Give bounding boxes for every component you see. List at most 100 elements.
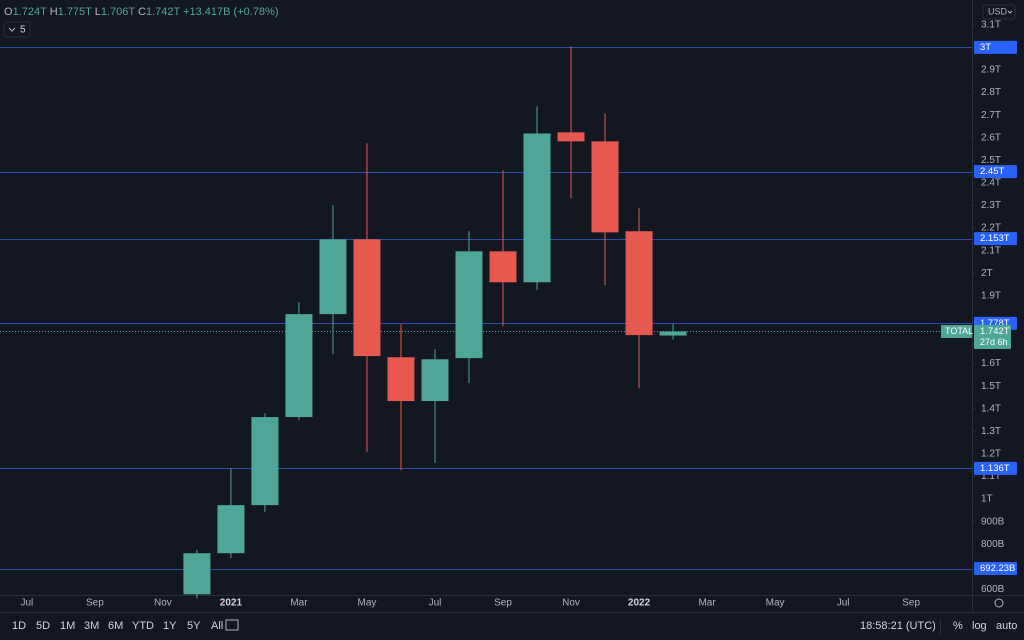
y-tick-label: 1T xyxy=(981,494,993,505)
level-label-box xyxy=(974,562,1017,576)
level-label: 1.136T xyxy=(980,463,1010,474)
legend-change: +13.417B (+0.78%) xyxy=(183,6,278,18)
range-button[interactable]: 3M xyxy=(84,620,99,632)
y-tick-label: 800B xyxy=(981,539,1005,550)
y-tick-label: 3.1T xyxy=(981,19,1001,30)
candle-body xyxy=(217,505,245,554)
level-label: 1.778T xyxy=(980,318,1010,329)
legend-label: C xyxy=(138,6,146,18)
currency-label: USD xyxy=(988,6,1008,16)
y-tick-label: 1.2T xyxy=(981,449,1001,460)
candle-body xyxy=(285,314,313,418)
candle-body xyxy=(557,132,585,142)
y-tick-label: 2.9T xyxy=(981,65,1001,76)
symbol-label: TOTAL xyxy=(945,326,973,336)
range-button[interactable]: 6M xyxy=(108,620,123,632)
x-tick-label: 2022 xyxy=(628,598,651,609)
y-tick-label: 1.1T xyxy=(981,471,1001,482)
range-button[interactable]: YTD xyxy=(132,620,154,632)
plot-area xyxy=(0,46,972,599)
y-tick-label: 2.7T xyxy=(981,110,1001,121)
level-label: 2.153T xyxy=(980,233,1010,244)
countdown: 27d 6h xyxy=(980,337,1008,347)
y-tick-label: 2.2T xyxy=(981,223,1001,234)
last-price-label: 1.742T xyxy=(980,326,1010,337)
y-tick-label: 1.9T xyxy=(981,290,1001,301)
percent-toggle[interactable]: % xyxy=(953,620,963,632)
x-tick-label: Sep xyxy=(86,598,104,609)
x-tick-label: Jul xyxy=(20,598,33,609)
legend-value: 1.742T xyxy=(146,6,181,18)
x-tick-label: 2021 xyxy=(220,598,243,609)
level-label-box xyxy=(974,40,1017,54)
y-tick-label: 1.6T xyxy=(981,358,1001,369)
level-label: 2.45T xyxy=(980,166,1004,177)
chevron-icon xyxy=(8,27,16,32)
candle-body xyxy=(659,331,687,336)
y-tick-label: 2.5T xyxy=(981,155,1001,166)
x-tick-label: Sep xyxy=(902,598,920,609)
y-tick-label: 600B xyxy=(981,584,1005,595)
level-label-box xyxy=(974,165,1017,179)
y-tick-label: 2.1T xyxy=(981,245,1001,256)
y-tick-label: 1.5T xyxy=(981,381,1001,392)
y-tick-label: 2.3T xyxy=(981,200,1001,211)
y-tick-label: 2.4T xyxy=(981,178,1001,189)
range-button[interactable]: 5Y xyxy=(187,620,201,632)
candle-body xyxy=(421,359,449,402)
clock: 18:58:21 (UTC) xyxy=(860,620,936,632)
y-tick-label: 2.8T xyxy=(981,87,1001,98)
level-label: 692.23B xyxy=(980,563,1015,574)
x-tick-label: Nov xyxy=(562,598,580,609)
legend-label: O xyxy=(4,6,13,18)
range-button[interactable]: 1Y xyxy=(163,620,177,632)
indicator-count: 5 xyxy=(20,25,26,36)
candle-body xyxy=(183,553,211,595)
chevron-icon xyxy=(1007,10,1013,14)
level-label-box xyxy=(974,232,1017,246)
candle-body xyxy=(625,231,653,336)
candle-body xyxy=(489,251,517,283)
currency-button[interactable] xyxy=(982,4,1016,20)
candle-body xyxy=(251,417,279,506)
settings-icon[interactable] xyxy=(994,598,1004,608)
level-label-box xyxy=(974,461,1017,475)
legend-label: H xyxy=(50,6,58,18)
auto-toggle[interactable]: auto xyxy=(996,620,1017,632)
last-price-box xyxy=(974,324,1011,349)
range-button[interactable]: All xyxy=(211,620,223,632)
bottom-toolbar: 18:58:21 (UTC) % log auto 1D 5D 1M 3M 6M YTD 1… xyxy=(12,618,1017,634)
x-tick-label: May xyxy=(766,598,785,609)
legend-value: 1.775T xyxy=(58,6,93,18)
candle-body xyxy=(319,239,347,315)
x-tick-label: May xyxy=(358,598,377,609)
x-tick-label: Jul xyxy=(429,598,442,609)
indicator-toggle[interactable] xyxy=(3,21,31,38)
range-button[interactable]: 1M xyxy=(60,620,75,632)
y-tick-label: 1.4T xyxy=(981,403,1001,414)
log-toggle[interactable]: log xyxy=(972,620,987,632)
legend-value: 1.724T xyxy=(13,6,48,18)
range-button[interactable]: 1D xyxy=(12,620,26,632)
ohlc-legend: O1.724T H1.775T L1.706T C1.742T +13.417B… xyxy=(4,6,279,18)
candle-body xyxy=(387,357,415,402)
candle-body xyxy=(591,141,619,233)
legend-value: 1.706T xyxy=(101,6,136,18)
range-button[interactable]: 5D xyxy=(36,620,50,632)
x-tick-label: Nov xyxy=(154,598,172,609)
date-range-icon[interactable] xyxy=(225,619,239,631)
x-tick-label: Mar xyxy=(698,598,716,609)
y-tick-label: 2.6T xyxy=(981,132,1001,143)
legend-label: L xyxy=(95,6,101,18)
x-tick-label: Sep xyxy=(494,598,512,609)
candle-body xyxy=(455,251,483,359)
y-tick-label: 900B xyxy=(981,516,1005,527)
symbol-label-box xyxy=(941,324,972,338)
candle-body xyxy=(523,133,551,283)
y-tick-label: 1.3T xyxy=(981,426,1001,437)
level-label: 3T xyxy=(980,42,991,53)
x-tick-label: Mar xyxy=(290,598,308,609)
